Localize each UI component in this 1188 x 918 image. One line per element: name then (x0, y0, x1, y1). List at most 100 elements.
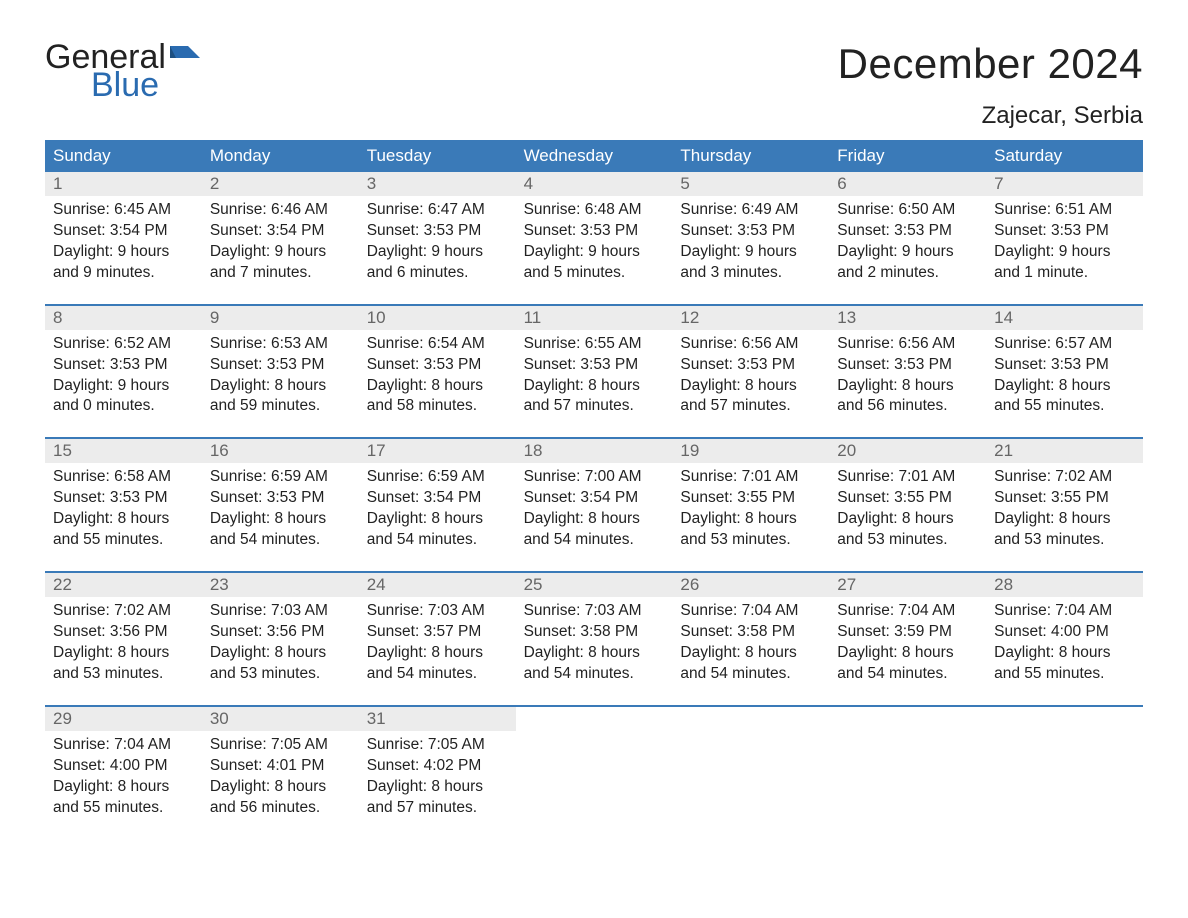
sunrise-line: Sunrise: 6:58 AM (53, 467, 194, 488)
daylight-line-1: Daylight: 8 hours (367, 777, 508, 798)
calendar-day: 24Sunrise: 7:03 AMSunset: 3:57 PMDayligh… (359, 573, 516, 705)
daylight-line-1: Daylight: 8 hours (680, 643, 821, 664)
sunset-line: Sunset: 3:53 PM (367, 221, 508, 242)
day-body: Sunrise: 6:50 AMSunset: 3:53 PMDaylight:… (829, 196, 986, 284)
day-body: Sunrise: 7:03 AMSunset: 3:56 PMDaylight:… (202, 597, 359, 685)
sunset-line: Sunset: 3:53 PM (367, 355, 508, 376)
day-number: 5 (672, 172, 829, 196)
day-number: 29 (45, 707, 202, 731)
sunset-line: Sunset: 3:54 PM (367, 488, 508, 509)
daylight-line-2: and 54 minutes. (524, 530, 665, 551)
sunrise-line: Sunrise: 7:04 AM (680, 601, 821, 622)
sunset-line: Sunset: 3:53 PM (53, 355, 194, 376)
daylight-line-2: and 5 minutes. (524, 263, 665, 284)
calendar-day: 31Sunrise: 7:05 AMSunset: 4:02 PMDayligh… (359, 707, 516, 839)
day-number: 3 (359, 172, 516, 196)
day-number: 2 (202, 172, 359, 196)
day-body: Sunrise: 6:57 AMSunset: 3:53 PMDaylight:… (986, 330, 1143, 418)
calendar-day: 14Sunrise: 6:57 AMSunset: 3:53 PMDayligh… (986, 306, 1143, 438)
sunset-line: Sunset: 3:53 PM (994, 221, 1135, 242)
day-body: Sunrise: 7:00 AMSunset: 3:54 PMDaylight:… (516, 463, 673, 551)
calendar-day: 8Sunrise: 6:52 AMSunset: 3:53 PMDaylight… (45, 306, 202, 438)
sunrise-line: Sunrise: 6:56 AM (837, 334, 978, 355)
daylight-line-2: and 2 minutes. (837, 263, 978, 284)
dow-cell: Saturday (986, 140, 1143, 172)
sunrise-line: Sunrise: 6:53 AM (210, 334, 351, 355)
calendar-day: 6Sunrise: 6:50 AMSunset: 3:53 PMDaylight… (829, 172, 986, 304)
sunset-line: Sunset: 3:53 PM (837, 221, 978, 242)
daylight-line-1: Daylight: 8 hours (210, 643, 351, 664)
daylight-line-1: Daylight: 8 hours (680, 376, 821, 397)
daylight-line-1: Daylight: 8 hours (210, 509, 351, 530)
calendar-day: 1Sunrise: 6:45 AMSunset: 3:54 PMDaylight… (45, 172, 202, 304)
sunset-line: Sunset: 4:00 PM (994, 622, 1135, 643)
sunset-line: Sunset: 3:55 PM (994, 488, 1135, 509)
day-body: Sunrise: 6:46 AMSunset: 3:54 PMDaylight:… (202, 196, 359, 284)
sunset-line: Sunset: 3:53 PM (210, 488, 351, 509)
sunrise-line: Sunrise: 6:55 AM (524, 334, 665, 355)
sunset-line: Sunset: 3:56 PM (53, 622, 194, 643)
calendar-week: 1Sunrise: 6:45 AMSunset: 3:54 PMDaylight… (45, 172, 1143, 304)
daylight-line-1: Daylight: 8 hours (210, 376, 351, 397)
day-body: Sunrise: 7:02 AMSunset: 3:55 PMDaylight:… (986, 463, 1143, 551)
sunset-line: Sunset: 4:02 PM (367, 756, 508, 777)
sunset-line: Sunset: 3:53 PM (994, 355, 1135, 376)
sunrise-line: Sunrise: 7:04 AM (53, 735, 194, 756)
calendar-day (672, 707, 829, 839)
daylight-line-2: and 53 minutes. (994, 530, 1135, 551)
daylight-line-1: Daylight: 9 hours (367, 242, 508, 263)
calendar-day: 26Sunrise: 7:04 AMSunset: 3:58 PMDayligh… (672, 573, 829, 705)
day-number: 28 (986, 573, 1143, 597)
calendar-day: 9Sunrise: 6:53 AMSunset: 3:53 PMDaylight… (202, 306, 359, 438)
calendar-day: 22Sunrise: 7:02 AMSunset: 3:56 PMDayligh… (45, 573, 202, 705)
day-body: Sunrise: 7:02 AMSunset: 3:56 PMDaylight:… (45, 597, 202, 685)
sunset-line: Sunset: 3:58 PM (524, 622, 665, 643)
daylight-line-1: Daylight: 8 hours (524, 643, 665, 664)
day-number: 12 (672, 306, 829, 330)
day-body: Sunrise: 6:48 AMSunset: 3:53 PMDaylight:… (516, 196, 673, 284)
sunrise-line: Sunrise: 6:48 AM (524, 200, 665, 221)
daylight-line-2: and 54 minutes. (367, 664, 508, 685)
sunrise-line: Sunrise: 6:50 AM (837, 200, 978, 221)
calendar-day: 10Sunrise: 6:54 AMSunset: 3:53 PMDayligh… (359, 306, 516, 438)
day-number: 17 (359, 439, 516, 463)
day-body: Sunrise: 6:59 AMSunset: 3:54 PMDaylight:… (359, 463, 516, 551)
day-body: Sunrise: 6:58 AMSunset: 3:53 PMDaylight:… (45, 463, 202, 551)
day-of-week-header: SundayMondayTuesdayWednesdayThursdayFrid… (45, 140, 1143, 172)
daylight-line-2: and 53 minutes. (680, 530, 821, 551)
calendar-week: 22Sunrise: 7:02 AMSunset: 3:56 PMDayligh… (45, 571, 1143, 705)
daylight-line-2: and 55 minutes. (994, 664, 1135, 685)
dow-cell: Sunday (45, 140, 202, 172)
daylight-line-1: Daylight: 8 hours (837, 643, 978, 664)
day-number: 23 (202, 573, 359, 597)
calendar-day: 11Sunrise: 6:55 AMSunset: 3:53 PMDayligh… (516, 306, 673, 438)
daylight-line-2: and 54 minutes. (210, 530, 351, 551)
sunrise-line: Sunrise: 7:01 AM (680, 467, 821, 488)
day-body: Sunrise: 6:59 AMSunset: 3:53 PMDaylight:… (202, 463, 359, 551)
daylight-line-2: and 54 minutes. (680, 664, 821, 685)
daylight-line-2: and 56 minutes. (210, 798, 351, 819)
daylight-line-2: and 54 minutes. (524, 664, 665, 685)
daylight-line-2: and 55 minutes. (53, 530, 194, 551)
sunset-line: Sunset: 3:53 PM (53, 488, 194, 509)
daylight-line-1: Daylight: 8 hours (210, 777, 351, 798)
daylight-line-1: Daylight: 8 hours (367, 376, 508, 397)
dow-cell: Wednesday (516, 140, 673, 172)
calendar-day: 28Sunrise: 7:04 AMSunset: 4:00 PMDayligh… (986, 573, 1143, 705)
day-number: 16 (202, 439, 359, 463)
calendar-day: 29Sunrise: 7:04 AMSunset: 4:00 PMDayligh… (45, 707, 202, 839)
daylight-line-2: and 3 minutes. (680, 263, 821, 284)
calendar-day: 7Sunrise: 6:51 AMSunset: 3:53 PMDaylight… (986, 172, 1143, 304)
month-title: December 2024 (838, 40, 1143, 88)
daylight-line-2: and 54 minutes. (837, 664, 978, 685)
day-number: 18 (516, 439, 673, 463)
calendar-day: 17Sunrise: 6:59 AMSunset: 3:54 PMDayligh… (359, 439, 516, 571)
sunset-line: Sunset: 3:53 PM (680, 221, 821, 242)
calendar-day (829, 707, 986, 839)
day-body: Sunrise: 7:05 AMSunset: 4:02 PMDaylight:… (359, 731, 516, 819)
daylight-line-2: and 53 minutes. (53, 664, 194, 685)
logo-word-blue: Blue (91, 68, 200, 102)
daylight-line-1: Daylight: 8 hours (837, 509, 978, 530)
calendar-day: 16Sunrise: 6:59 AMSunset: 3:53 PMDayligh… (202, 439, 359, 571)
day-body: Sunrise: 6:47 AMSunset: 3:53 PMDaylight:… (359, 196, 516, 284)
